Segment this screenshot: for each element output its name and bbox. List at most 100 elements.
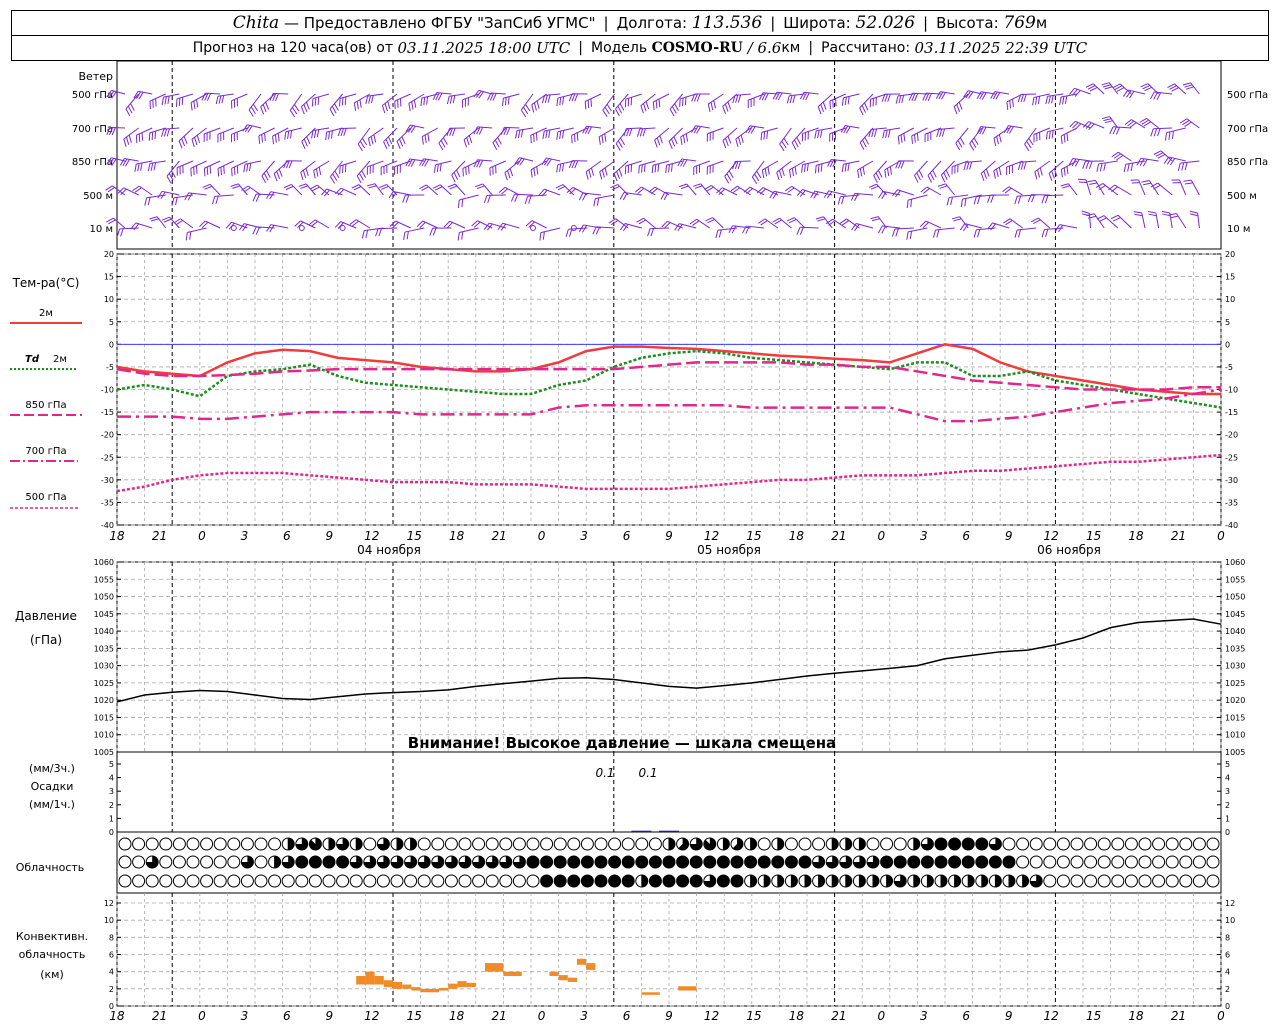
cloud-symbol	[635, 855, 649, 869]
wind-barb-feather	[1127, 120, 1135, 127]
wind-barb	[1189, 210, 1200, 229]
wind-barb	[1017, 160, 1037, 170]
cloud-symbol	[594, 855, 608, 869]
wind-barb-feather	[1184, 162, 1188, 171]
wind-barb-feather	[1037, 96, 1041, 105]
wind-barb-feather	[1123, 89, 1129, 97]
wind-barb-feather	[1060, 169, 1063, 178]
wind-barb-feather	[1006, 101, 1009, 110]
wind-barb	[823, 190, 846, 199]
wind-barb-feather	[421, 186, 429, 191]
wind-barb-feather	[189, 231, 192, 240]
wind-barb-feather	[805, 92, 810, 101]
wind-barb-feather	[617, 140, 623, 148]
wind-barb-feather	[438, 142, 444, 151]
wind-barb	[636, 217, 656, 229]
wind-barb-feather	[190, 168, 192, 177]
wind-barb-feather	[767, 166, 770, 175]
wind-barb-feather	[763, 131, 766, 140]
wind-barb-feather	[468, 165, 470, 174]
wind-barb-feather	[1068, 87, 1075, 95]
wind-barb-feather	[813, 191, 819, 199]
wind-barb-feather	[950, 196, 953, 206]
cloud-circle	[118, 837, 132, 851]
x-tick-label: 0	[1217, 529, 1225, 543]
cloud-symbol	[336, 837, 350, 851]
cloud-fill-partial	[894, 875, 907, 888]
wind-barb-feather	[1164, 132, 1167, 141]
wind-barb-feather	[1017, 94, 1022, 103]
y-tick-label-left: 5	[109, 318, 114, 327]
wind-barb-feather	[252, 193, 257, 202]
wind-barb-feather	[1113, 153, 1121, 159]
wind-barb-feather	[443, 220, 451, 228]
wind-barb-feather	[310, 184, 318, 190]
wind-barb-feather	[659, 135, 663, 144]
cloud-symbol	[648, 874, 662, 888]
wind-barb	[510, 193, 534, 202]
cloud-circle	[172, 837, 186, 851]
wind-barb-feather	[538, 188, 545, 196]
wind-barb-staff	[1166, 127, 1186, 134]
wind-barb	[1168, 212, 1187, 229]
wind-barb-feather	[525, 104, 531, 112]
wind-barb-feather	[375, 228, 379, 237]
wind-barb-feather	[456, 169, 461, 178]
wind-barb	[520, 93, 534, 118]
wind-barb	[258, 127, 275, 144]
wind-barb-feather	[777, 92, 783, 101]
wind-barb-feather	[887, 129, 891, 138]
y-tick-label-right: -25	[1225, 453, 1238, 462]
wind-barb-feather	[421, 158, 427, 167]
wind-barb-feather	[330, 130, 333, 139]
cloud-fill-partial	[777, 875, 784, 887]
wind-barb-feather	[233, 166, 236, 175]
cloud-symbol	[580, 837, 594, 851]
wind-barb-feather	[1153, 128, 1158, 137]
wind-barb-feather	[1023, 161, 1027, 170]
cloud-fill-partial	[363, 856, 376, 868]
conv-cloud-bar	[586, 963, 596, 970]
wind-barb	[873, 160, 887, 183]
wind-barb	[1031, 217, 1051, 229]
wind-barb-feather	[693, 183, 701, 187]
wind-barb-feather	[668, 164, 670, 173]
wind-barb-feather	[1012, 99, 1014, 108]
wind-barb	[483, 194, 506, 204]
wind-barb-feather	[783, 138, 789, 146]
cloud-symbol	[1084, 855, 1098, 869]
station-name: Chita	[232, 13, 280, 33]
wind-barb-staff	[762, 160, 779, 171]
wind-barb-feather	[266, 224, 272, 232]
y-tick-label-left: 1030	[94, 662, 114, 671]
wind-barb	[651, 160, 670, 174]
wind-barb-staff	[935, 227, 955, 231]
wind-barb-feather	[252, 103, 259, 112]
wind-barb	[619, 222, 642, 232]
wind-barb	[704, 184, 724, 196]
cloud-symbol	[1152, 855, 1166, 869]
cloud-symbol	[472, 837, 486, 851]
wind-barb-feather	[367, 183, 376, 187]
cloud-symbol	[825, 837, 839, 851]
y-tick-label-right: 4	[1225, 968, 1230, 977]
cloud-symbol	[268, 855, 282, 869]
precipitation-panel: (мм/3ч.) Осадки (мм/1ч.)	[29, 762, 75, 811]
wind-barb	[911, 127, 928, 144]
cloud-fill-full	[717, 856, 730, 868]
wind-barb-feather	[692, 220, 700, 226]
wind-barb-feather	[619, 103, 625, 111]
cloud-fill-full	[649, 875, 662, 887]
wind-barb	[1101, 116, 1119, 129]
wind-barb-feather	[457, 199, 460, 208]
wind-barb-feather	[294, 220, 301, 227]
header-forecast-row: Прогноз на 120 часа(ов) от 03.11.2025 18…	[11, 35, 1269, 61]
wind-barb-feather	[420, 98, 423, 107]
x-tick-label: 9	[1005, 529, 1013, 543]
y-tick-label-right: 20	[1225, 250, 1235, 259]
wind-barb-feather	[1064, 95, 1068, 104]
calm-wind-circle	[530, 225, 536, 231]
wind-barb-feather	[837, 196, 841, 205]
cloud-fill-partial	[723, 838, 730, 850]
wind-barb	[217, 160, 235, 177]
